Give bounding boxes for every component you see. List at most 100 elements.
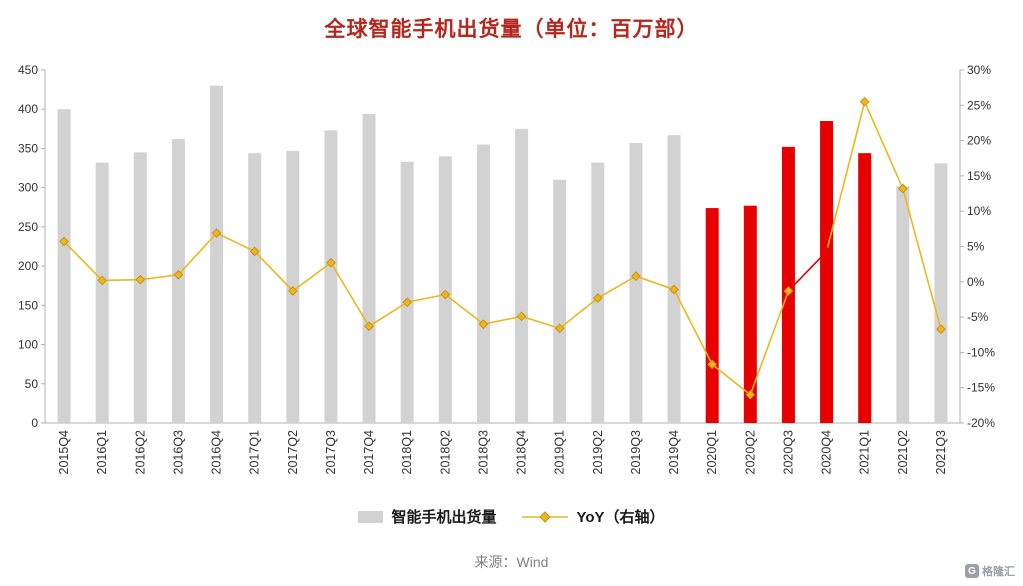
right-axis-tick-label: 25% <box>967 98 991 112</box>
x-axis-label-group: 2018Q3 <box>476 430 490 475</box>
yoy-marker-2019Q3 <box>631 271 641 282</box>
bar-2020Q2 <box>743 205 757 423</box>
yoy-line-segment <box>520 315 561 330</box>
yoy-marker-2018Q4 <box>516 311 527 322</box>
yoy-marker-2021Q1 <box>859 96 870 107</box>
yoy-marker-2018Q3 <box>478 319 489 330</box>
x-axis-label-group: 2020Q1 <box>705 430 719 475</box>
yoy-line-segment <box>711 363 752 396</box>
legend-bar-swatch <box>358 510 384 523</box>
logo-letter: G <box>968 565 976 577</box>
yoy-line-segment <box>215 232 256 253</box>
right-axis-tick-label: -15% <box>967 381 995 395</box>
right-axis-tick-label: 10% <box>967 204 991 218</box>
x-axis-label: 2021Q2 <box>896 430 910 475</box>
x-axis-label-group: 2019Q3 <box>629 430 643 475</box>
yoy-marker-2018Q1 <box>402 297 413 308</box>
yoy-line-segment <box>863 100 904 190</box>
bar-2021Q3 <box>934 163 948 424</box>
x-axis-label: 2018Q1 <box>400 430 414 475</box>
x-axis-label: 2017Q2 <box>286 430 300 475</box>
yoy-line-segment <box>63 240 103 282</box>
yoy-marker-2017Q3 <box>326 257 336 268</box>
legend-bars-label: 智能手机出货量 <box>391 509 497 526</box>
yoy-line-segment <box>482 315 523 325</box>
yoy-marker-2017Q4 <box>364 321 374 332</box>
x-axis-label: 2019Q3 <box>629 430 643 475</box>
x-axis-label-group: 2018Q2 <box>438 430 452 475</box>
x-axis-label-group: 2020Q2 <box>743 430 757 475</box>
yoy-marker-2016Q3 <box>173 269 184 280</box>
yoy-marker-2021Q3 <box>936 324 946 335</box>
left-axis-tick-label: 100 <box>18 338 38 352</box>
x-axis-label-group: 2019Q2 <box>591 430 605 475</box>
bar-2019Q1 <box>553 179 567 423</box>
yoy-marker-2016Q4 <box>211 228 222 238</box>
yoy-line-segment <box>368 301 408 328</box>
yoy-marker-2019Q4 <box>669 284 679 295</box>
legend-diamond-icon <box>539 510 552 523</box>
bar-2018Q4 <box>515 128 529 424</box>
bar-2016Q4 <box>210 85 224 423</box>
left-axis-tick-label: 150 <box>18 298 38 312</box>
bar-2020Q4 <box>820 120 834 423</box>
yoy-line-segment <box>635 275 675 291</box>
yoy-marker-2017Q1 <box>249 246 260 257</box>
bar-2018Q3 <box>476 144 490 423</box>
x-axis-label: 2019Q1 <box>553 430 567 475</box>
legend-line-label: YoY（右轴） <box>576 509 665 526</box>
x-axis-label: 2016Q2 <box>133 430 147 475</box>
right-axis-tick-label: -20% <box>967 416 995 430</box>
chart-canvas: 450 400 350 300 250 200 150 100 50 0 30% 25% 20% 15% 1… <box>18 63 995 475</box>
yoy-line-segment <box>406 293 447 304</box>
bar-2017Q3 <box>324 130 338 423</box>
x-axis-label-group: 2019Q1 <box>553 430 567 475</box>
yoy-line-segment <box>558 297 599 330</box>
bar-2017Q1 <box>248 153 262 423</box>
yoy-marker-2020Q4 <box>821 246 832 257</box>
left-axis-tick-label: 350 <box>18 141 38 155</box>
bar-2017Q4 <box>362 113 376 423</box>
yoy-marker-2020Q3 <box>783 286 794 296</box>
yoy-line-segment <box>101 278 142 282</box>
yoy-marker-2017Q2 <box>287 286 298 296</box>
x-axis-label: 2020Q2 <box>743 430 757 475</box>
x-axis-label: 2017Q3 <box>324 430 338 475</box>
source-label: 来源：Wind <box>474 554 549 570</box>
x-axis-label-group: 2021Q2 <box>896 430 910 475</box>
x-axis-label: 2016Q4 <box>210 430 224 475</box>
gelonghui-logo: G 格隆汇 <box>965 563 1015 579</box>
x-axis-label-group: 2018Q4 <box>515 430 529 475</box>
right-axis-tick-label: 15% <box>967 169 991 183</box>
x-axis-label-group: 2016Q3 <box>171 430 185 475</box>
x-axis-label-group: 2020Q3 <box>781 430 795 475</box>
logo-icon: G <box>965 564 979 578</box>
bar-2016Q3 <box>171 139 185 423</box>
left-axis-tick-label: 0 <box>31 416 38 430</box>
x-axis-label: 2016Q1 <box>95 430 109 475</box>
x-axis-label-group: 2021Q1 <box>858 430 872 475</box>
x-axis-label: 2021Q3 <box>934 430 948 475</box>
x-axis-label-group: 2021Q3 <box>934 430 948 475</box>
right-axis-tick-label: 5% <box>967 240 985 254</box>
x-axis-label-group: 2016Q4 <box>210 430 224 475</box>
x-axis-label-group: 2018Q1 <box>400 430 414 475</box>
yoy-marker-2021Q2 <box>897 183 908 194</box>
bar-2020Q1 <box>705 208 719 423</box>
chart-title: 全球智能手机出货量（单位：百万部） <box>324 18 699 41</box>
x-axis-label-group: 2017Q3 <box>324 430 338 475</box>
x-axis-label: 2020Q1 <box>705 430 719 475</box>
x-axis-label: 2020Q3 <box>781 430 795 475</box>
x-axis-label: 2016Q3 <box>171 430 185 475</box>
bar-2019Q4 <box>667 135 681 423</box>
bar-2021Q2 <box>896 186 910 423</box>
yoy-marker-2016Q1 <box>97 275 108 286</box>
yoy-line-segment <box>787 250 828 292</box>
x-axis-label: 2018Q3 <box>476 430 490 475</box>
left-axis-tick-label: 200 <box>18 259 38 273</box>
right-axis-tick-label: -10% <box>967 345 995 359</box>
yoy-line-segment <box>253 250 294 292</box>
x-axis-label-group: 2015Q4 <box>57 430 71 475</box>
x-axis-label: 2017Q1 <box>248 430 262 475</box>
x-axis-label: 2018Q2 <box>438 430 452 475</box>
